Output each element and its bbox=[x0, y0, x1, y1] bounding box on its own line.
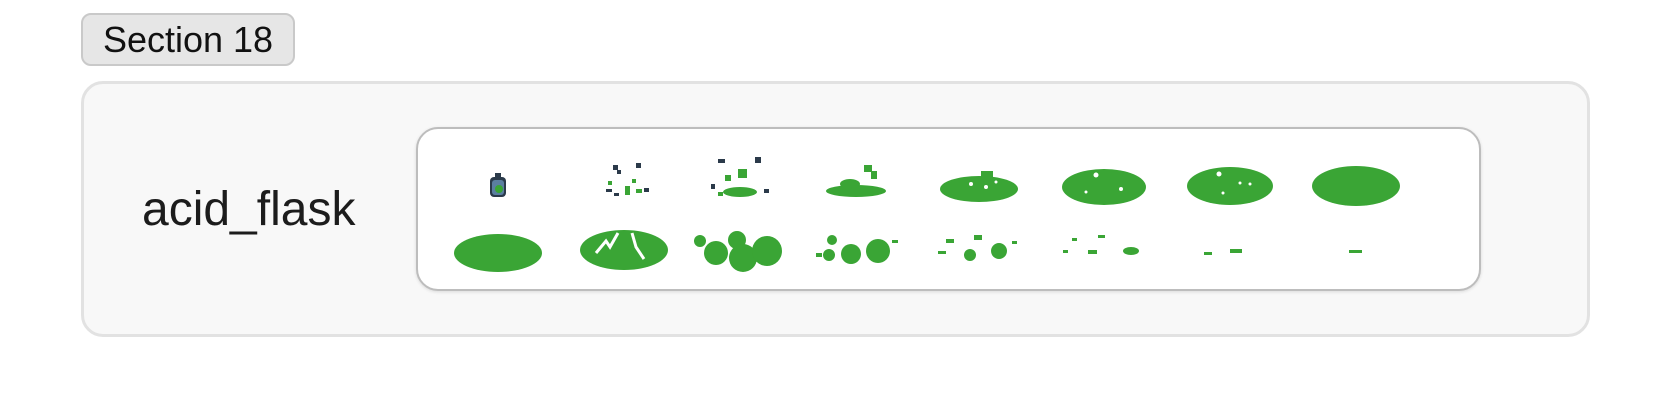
asset-name: acid_flask bbox=[142, 182, 356, 236]
frame-4-puddle bbox=[826, 165, 886, 197]
frame-12-blobs bbox=[816, 235, 898, 264]
sprite-sheet bbox=[416, 127, 1481, 291]
frame-15-drops bbox=[1204, 249, 1242, 255]
frame-5-puddle bbox=[940, 171, 1018, 202]
frame-8-puddle bbox=[1312, 166, 1400, 206]
frame-2-shatter bbox=[606, 163, 649, 196]
frame-3-splash bbox=[711, 157, 769, 197]
frame-1-flask bbox=[490, 173, 506, 197]
frame-11-blobs bbox=[694, 231, 782, 272]
section-badge[interactable]: Section 18 bbox=[81, 13, 295, 66]
frame-13-drops bbox=[938, 235, 1017, 261]
frame-6-puddle bbox=[1062, 169, 1146, 205]
frame-9-puddle bbox=[454, 234, 542, 272]
frame-14-drops bbox=[1063, 235, 1139, 255]
sprite-sheet-frames bbox=[454, 157, 1400, 272]
frame-7-puddle bbox=[1187, 167, 1273, 205]
frame-16-drops bbox=[1349, 250, 1362, 253]
frame-10-crack bbox=[580, 230, 668, 270]
